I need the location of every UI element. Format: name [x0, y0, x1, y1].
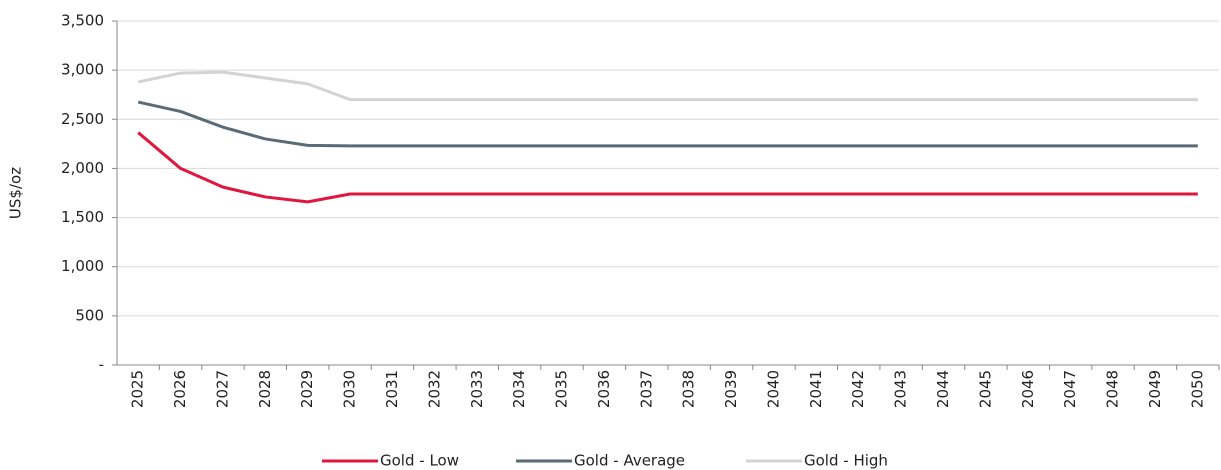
x-tick-label: 2042 — [849, 370, 867, 408]
x-tick-label: 2030 — [341, 370, 359, 408]
x-tick-label: 2036 — [595, 370, 613, 408]
x-tick-label: 2033 — [468, 370, 486, 408]
series-line — [137, 70, 1198, 102]
x-tick-label: 2039 — [722, 370, 740, 408]
y-tick-label: 1,000 — [61, 257, 104, 275]
x-tick-label: 2044 — [934, 370, 952, 408]
x-tick-label: 2049 — [1146, 370, 1164, 408]
x-tick-label: 2037 — [637, 370, 655, 408]
y-tick-label: 1,500 — [61, 208, 104, 226]
x-tick-label: 2038 — [680, 370, 698, 408]
series-line — [137, 131, 1198, 204]
x-tick-label: 2047 — [1061, 370, 1079, 408]
x-tick-label: 2031 — [383, 370, 401, 408]
x-tick-label: 2028 — [256, 370, 274, 408]
x-tick-label: 2032 — [425, 370, 443, 408]
x-tick-label: 2043 — [892, 370, 910, 408]
x-tick-label: 2034 — [510, 370, 528, 408]
x-tick-label: 2027 — [213, 370, 231, 408]
y-tick-label: 2,500 — [61, 110, 104, 128]
y-tick-label: 2,000 — [61, 159, 104, 177]
y-tick-label: 500 — [75, 306, 104, 324]
series-line — [137, 100, 1198, 148]
legend-label: Gold - Low — [380, 452, 459, 470]
legend-label: Gold - Average — [574, 452, 685, 470]
x-tick-label: 2045 — [976, 370, 994, 408]
x-tick-label: 2035 — [553, 370, 571, 408]
x-tick-label: 2026 — [171, 370, 189, 408]
x-tick-label: 2041 — [807, 370, 825, 408]
x-tick-label: 2025 — [129, 370, 147, 408]
y-tick-label: 3,000 — [61, 61, 104, 79]
x-tick-label: 2029 — [298, 370, 316, 408]
y-tick-label: - — [99, 356, 104, 374]
x-tick-label: 2040 — [764, 370, 782, 408]
x-tick-label: 2050 — [1188, 370, 1206, 408]
y-tick-label: 3,500 — [61, 12, 104, 30]
y-axis-title: US$/oz — [7, 167, 25, 219]
x-tick-label: 2048 — [1104, 370, 1122, 408]
legend-label: Gold - High — [804, 452, 888, 470]
x-tick-label: 2046 — [1019, 370, 1037, 408]
